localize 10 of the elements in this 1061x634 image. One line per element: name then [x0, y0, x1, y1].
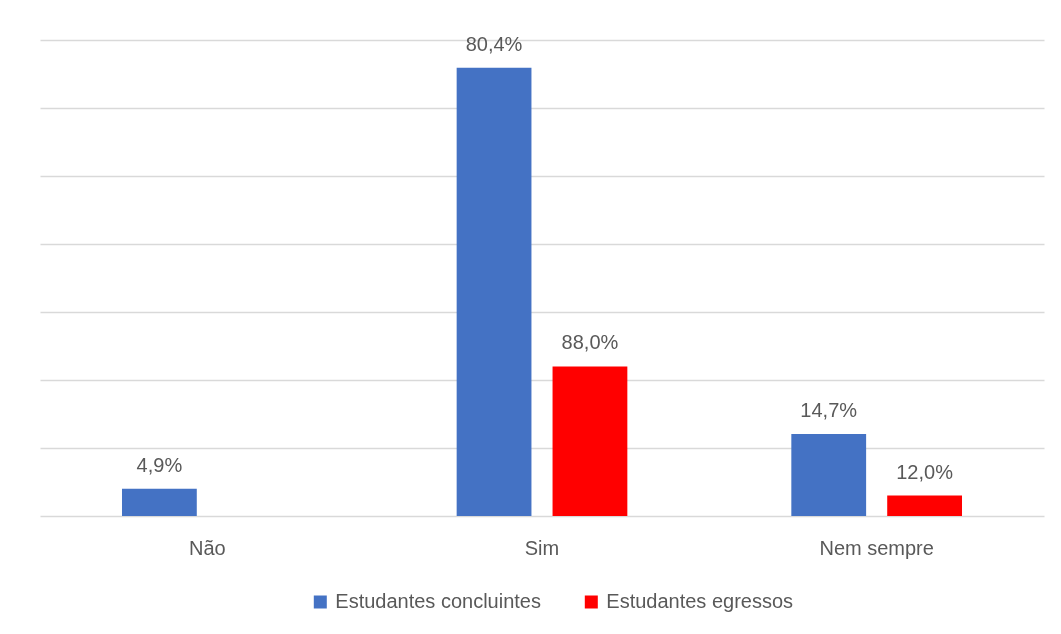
legend-label: Estudantes concluintes: [335, 590, 541, 612]
data-label: 88,0%: [561, 331, 619, 354]
x-tick-label: Nem sempre: [819, 536, 934, 559]
x-tick-label: Sim: [524, 536, 560, 559]
data-label: 4,9%: [136, 453, 183, 476]
data-label: 80,4%: [465, 32, 523, 55]
data-label: 12,0%: [896, 460, 954, 483]
x-tick-label: Não: [188, 536, 226, 559]
data-label: 14,7%: [800, 399, 858, 422]
legend-label: Estudantes egressos: [606, 590, 794, 612]
